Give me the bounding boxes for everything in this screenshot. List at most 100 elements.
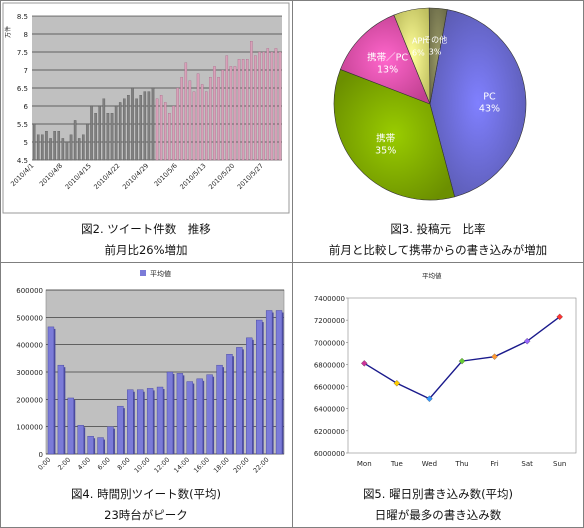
bar bbox=[102, 98, 106, 161]
bar bbox=[77, 138, 81, 161]
slice-category-label: API bbox=[412, 37, 425, 46]
slice-value-label: 6% bbox=[412, 49, 425, 58]
x-tick-label: 22:00 bbox=[252, 456, 271, 475]
y-tick-label: 5.5 bbox=[17, 121, 28, 129]
bar-shadow bbox=[113, 428, 115, 454]
bar bbox=[275, 310, 283, 455]
bar bbox=[139, 95, 142, 161]
bar bbox=[159, 95, 163, 161]
bar bbox=[256, 319, 263, 455]
fig4-caption: 図4. 時間別ツイート数(平均) bbox=[70, 487, 222, 501]
bar-shadow bbox=[172, 374, 175, 454]
bar bbox=[69, 134, 73, 161]
bar bbox=[206, 374, 213, 455]
bar bbox=[147, 91, 151, 161]
x-tick-label: 18:00 bbox=[212, 456, 231, 475]
bar bbox=[164, 102, 167, 161]
bar bbox=[168, 113, 171, 161]
bar bbox=[274, 48, 278, 161]
bar bbox=[236, 347, 243, 455]
y-tick-label: 8 bbox=[24, 31, 28, 39]
bar bbox=[226, 354, 233, 455]
bar bbox=[61, 138, 65, 161]
x-tick-label: 10:00 bbox=[133, 456, 152, 475]
bar bbox=[205, 91, 208, 161]
data-point bbox=[426, 395, 433, 402]
bar bbox=[278, 51, 282, 161]
bar bbox=[166, 371, 174, 455]
bar bbox=[106, 113, 110, 161]
bar bbox=[41, 134, 44, 161]
hourly-chart: 0 100000 200000 300000 400000 500000 600000 平均値… bbox=[16, 269, 285, 475]
slice-category-label: 携帯 bbox=[376, 133, 396, 145]
y-tick-label: 8.5 bbox=[17, 13, 28, 21]
x-tick-label: 6:00 bbox=[96, 456, 112, 472]
x-tick-label: Sun bbox=[553, 460, 566, 468]
legend-swatch bbox=[140, 270, 146, 276]
fig2-caption: 図2. ツイート件数 推移 bbox=[81, 222, 211, 236]
bar bbox=[57, 131, 61, 161]
slice-value-label: 3% bbox=[429, 48, 442, 57]
bar bbox=[86, 123, 89, 161]
bar bbox=[233, 66, 237, 161]
y-tick-label: 6400000 bbox=[314, 406, 345, 414]
bar bbox=[265, 310, 273, 455]
bar bbox=[47, 326, 55, 455]
bar-shadow bbox=[143, 391, 145, 454]
bar bbox=[90, 105, 93, 161]
bar bbox=[241, 59, 245, 161]
bar-shadow bbox=[252, 339, 254, 454]
y-tick-label: 5 bbox=[24, 139, 28, 147]
bar bbox=[258, 51, 261, 161]
bar bbox=[77, 425, 84, 455]
fig2-subcaption: 前月比26%増加 bbox=[104, 243, 188, 257]
bar bbox=[254, 55, 257, 161]
y-tick-label: 7200000 bbox=[314, 317, 345, 325]
bar bbox=[270, 51, 274, 161]
bar-shadow bbox=[93, 438, 96, 454]
bar-shadow bbox=[202, 380, 205, 454]
fig5-subcaption: 日曜が最多の書き込み数 bbox=[374, 508, 502, 522]
fig3-caption: 図3. 投稿元 比率 bbox=[390, 222, 486, 236]
x-tick-label: 20:00 bbox=[232, 456, 251, 475]
bar bbox=[196, 73, 200, 161]
slice-value-label: 13% bbox=[377, 64, 398, 75]
bar bbox=[192, 91, 196, 161]
bar bbox=[98, 105, 102, 161]
bar-shadow bbox=[163, 389, 165, 454]
x-tick-label: Sat bbox=[521, 460, 533, 468]
y-tick-label: 4.5 bbox=[17, 157, 28, 165]
y-tick-label: 6800000 bbox=[314, 361, 345, 369]
bar bbox=[200, 84, 204, 161]
bar bbox=[73, 120, 77, 161]
bar bbox=[36, 134, 40, 161]
fig4-subcaption: 23時台がピーク bbox=[104, 508, 188, 522]
bar-shadow bbox=[182, 375, 185, 454]
bar-shadow bbox=[192, 383, 195, 454]
slice-category-label: 携帯／PC bbox=[367, 51, 408, 63]
pie-slice bbox=[428, 7, 448, 105]
bar bbox=[156, 386, 164, 455]
bar bbox=[184, 62, 188, 161]
bar-shadow bbox=[232, 356, 234, 454]
x-tick-label: 14:00 bbox=[172, 456, 191, 475]
x-tick-label: Mon bbox=[357, 460, 372, 468]
bar bbox=[135, 98, 138, 161]
bar bbox=[65, 141, 69, 161]
slice-category-label: その他 bbox=[423, 35, 447, 45]
bar bbox=[146, 388, 154, 455]
x-tick-label: Thu bbox=[454, 460, 468, 468]
bar bbox=[49, 138, 52, 161]
bar-shadow bbox=[103, 439, 106, 454]
divider-horizontal bbox=[0, 262, 584, 263]
data-point bbox=[523, 337, 531, 345]
bar bbox=[266, 48, 270, 161]
bar bbox=[127, 389, 134, 455]
data-point bbox=[491, 353, 498, 360]
bar bbox=[143, 91, 147, 161]
bar bbox=[117, 405, 124, 455]
bar bbox=[216, 364, 223, 455]
x-tick-label: 2:00 bbox=[56, 456, 72, 472]
